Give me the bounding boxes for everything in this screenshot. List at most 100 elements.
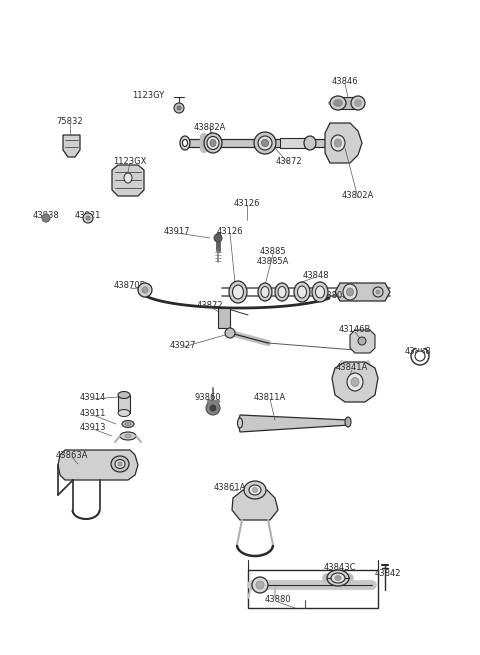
- Ellipse shape: [354, 99, 362, 107]
- Ellipse shape: [345, 417, 351, 427]
- Ellipse shape: [262, 140, 268, 147]
- Text: 43861A: 43861A: [214, 483, 246, 493]
- Ellipse shape: [258, 136, 272, 150]
- Ellipse shape: [180, 136, 190, 150]
- Ellipse shape: [298, 286, 307, 298]
- Text: 43880: 43880: [264, 595, 291, 605]
- Ellipse shape: [304, 136, 316, 150]
- Circle shape: [174, 103, 184, 113]
- Ellipse shape: [327, 570, 349, 586]
- Polygon shape: [112, 165, 144, 196]
- Ellipse shape: [125, 422, 131, 426]
- Text: 1123GY: 1123GY: [132, 92, 164, 100]
- Text: 43863A: 43863A: [56, 451, 88, 460]
- Ellipse shape: [232, 285, 243, 299]
- Ellipse shape: [115, 460, 125, 468]
- Circle shape: [376, 290, 380, 294]
- Ellipse shape: [118, 409, 130, 417]
- Polygon shape: [325, 123, 362, 163]
- Text: 43146B: 43146B: [339, 326, 371, 335]
- Ellipse shape: [252, 487, 257, 493]
- Circle shape: [411, 347, 429, 365]
- Ellipse shape: [333, 99, 343, 107]
- Text: 43911: 43911: [80, 409, 106, 417]
- Ellipse shape: [256, 581, 264, 589]
- Circle shape: [210, 405, 216, 411]
- Text: 75832: 75832: [57, 117, 84, 126]
- Bar: [338, 97, 358, 109]
- Ellipse shape: [125, 434, 131, 438]
- Polygon shape: [350, 330, 375, 353]
- Polygon shape: [238, 415, 350, 432]
- Text: 43126: 43126: [234, 198, 260, 208]
- Ellipse shape: [182, 140, 188, 147]
- Text: 43914: 43914: [80, 392, 106, 402]
- Ellipse shape: [258, 283, 272, 301]
- Circle shape: [138, 283, 152, 297]
- Circle shape: [177, 106, 181, 110]
- Text: 43927: 43927: [170, 341, 196, 350]
- Ellipse shape: [278, 286, 286, 297]
- Ellipse shape: [238, 418, 242, 428]
- Ellipse shape: [347, 288, 353, 296]
- Ellipse shape: [252, 577, 268, 593]
- Ellipse shape: [294, 282, 310, 302]
- Text: 43917: 43917: [164, 227, 190, 236]
- Text: 43838: 43838: [33, 212, 60, 221]
- Circle shape: [142, 287, 148, 293]
- Text: 43802A: 43802A: [342, 191, 374, 200]
- Text: 43913: 43913: [80, 422, 106, 432]
- Text: 43872: 43872: [197, 301, 223, 310]
- Circle shape: [86, 216, 90, 220]
- Ellipse shape: [330, 96, 346, 110]
- Ellipse shape: [335, 139, 341, 147]
- Circle shape: [206, 401, 220, 415]
- Text: 43843C: 43843C: [324, 563, 356, 572]
- Bar: [185, 139, 330, 147]
- Ellipse shape: [331, 135, 345, 151]
- Circle shape: [373, 287, 383, 297]
- Ellipse shape: [315, 286, 324, 298]
- Text: 43885A: 43885A: [257, 257, 289, 267]
- Text: 43803A: 43803A: [322, 291, 354, 299]
- Text: 1123GX: 1123GX: [113, 157, 147, 166]
- Bar: [118, 395, 130, 413]
- Text: 93860: 93860: [195, 392, 221, 402]
- Polygon shape: [58, 450, 138, 480]
- Text: 43888: 43888: [405, 348, 432, 356]
- Text: 43126: 43126: [217, 227, 243, 236]
- Ellipse shape: [331, 573, 345, 583]
- Bar: [248, 570, 378, 608]
- Ellipse shape: [343, 284, 357, 300]
- Ellipse shape: [312, 282, 328, 302]
- Ellipse shape: [122, 421, 134, 428]
- Ellipse shape: [118, 462, 122, 466]
- Circle shape: [83, 213, 93, 223]
- Circle shape: [415, 351, 425, 361]
- Bar: [218, 308, 230, 328]
- Ellipse shape: [120, 432, 136, 440]
- Circle shape: [214, 234, 222, 242]
- Ellipse shape: [351, 377, 359, 386]
- Text: 43848: 43848: [303, 271, 329, 280]
- Ellipse shape: [254, 132, 276, 154]
- Polygon shape: [63, 135, 80, 157]
- Text: 43921: 43921: [75, 212, 101, 221]
- Polygon shape: [232, 490, 278, 520]
- Ellipse shape: [204, 133, 222, 153]
- Text: 43846: 43846: [332, 77, 358, 86]
- Circle shape: [42, 214, 50, 222]
- Text: 43872: 43872: [276, 157, 302, 166]
- Ellipse shape: [275, 283, 289, 301]
- Ellipse shape: [249, 485, 261, 495]
- Ellipse shape: [351, 96, 365, 110]
- Ellipse shape: [207, 136, 219, 149]
- Polygon shape: [335, 283, 390, 301]
- Ellipse shape: [124, 173, 132, 183]
- Ellipse shape: [111, 456, 129, 472]
- Ellipse shape: [261, 286, 269, 297]
- Text: 43842: 43842: [375, 569, 401, 578]
- Text: 43811A: 43811A: [254, 392, 286, 402]
- Circle shape: [358, 337, 366, 345]
- Bar: [280, 138, 310, 148]
